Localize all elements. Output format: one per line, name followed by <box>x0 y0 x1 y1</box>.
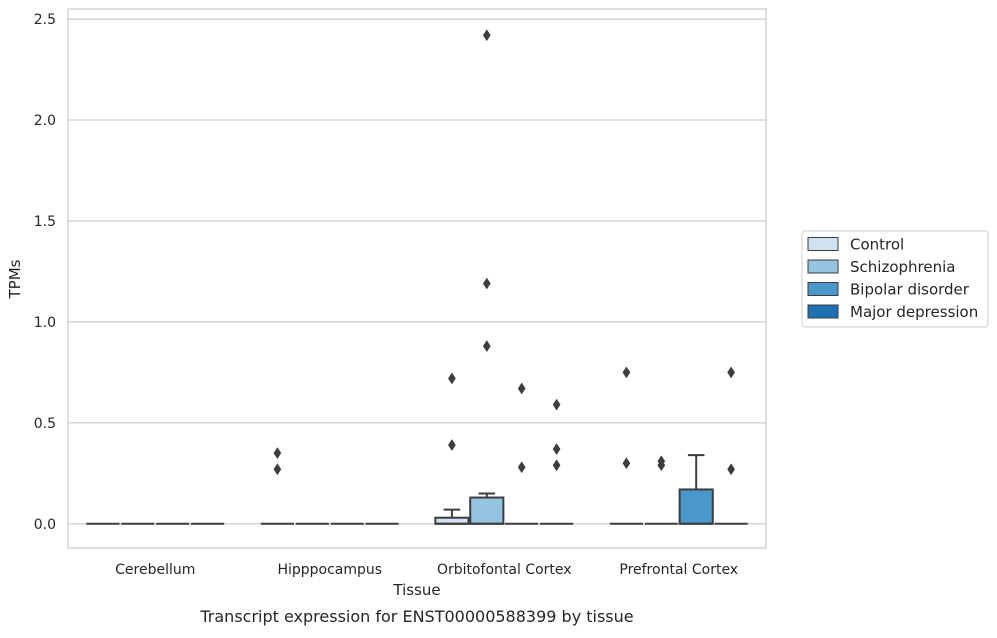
outlier-point <box>273 447 282 460</box>
x-tick-label: Prefrontal Cortex <box>619 562 738 578</box>
y-tick-label: 0.0 <box>34 517 56 533</box>
y-tick-label: 2.5 <box>34 12 56 28</box>
legend-item: Control <box>807 236 904 254</box>
outlier-point <box>482 277 491 290</box>
outlier-point <box>517 382 526 395</box>
y-tick-label: 0.5 <box>34 416 56 432</box>
legend-swatch <box>807 304 839 319</box>
legend-swatch <box>807 237 839 251</box>
plot-area-frame <box>67 8 767 549</box>
y-tick-label: 1.5 <box>34 214 56 230</box>
outlier-point <box>517 461 526 474</box>
outlier-point <box>448 439 456 452</box>
y-tick-label: 1.0 <box>34 315 56 331</box>
y-tick-label: 2.0 <box>34 113 56 129</box>
box-2-1 <box>469 29 505 525</box>
outlier-point <box>448 372 456 385</box>
grid-lines <box>68 18 766 525</box>
box-3-0 <box>609 366 643 525</box>
x-tick-label: Cerebellum <box>115 562 195 578</box>
legend-items: Control Schizophrenia Bipolar disorder Majo… <box>807 236 978 321</box>
box-3-1 <box>644 455 678 525</box>
outlier-point <box>482 29 491 42</box>
legend: Control Schizophrenia Bipolar disorder Majo… <box>801 230 989 328</box>
outlier-point <box>552 443 561 456</box>
outlier-point <box>622 366 631 379</box>
x-axis-label: Tissue <box>392 581 440 599</box>
box-2-3 <box>540 398 574 525</box>
legend-item: Major depression <box>807 303 978 321</box>
legend-label: Major depression <box>850 303 978 321</box>
outlier-point <box>727 463 735 476</box>
x-axis-ticks: Cerebellum Hipppocampus Orbitofontal Corte… <box>115 562 738 578</box>
box-3-2 <box>678 454 714 525</box>
outlier-point <box>552 398 561 411</box>
outlier-point <box>622 457 631 470</box>
outlier-point <box>273 463 282 476</box>
box-body <box>678 488 714 525</box>
box-3-3 <box>714 366 748 525</box>
chart-caption: Transcript expression for ENST0000058839… <box>199 607 633 626</box>
x-tick-label: Orbitofontal Cortex <box>437 562 572 578</box>
legend-frame <box>801 230 989 328</box>
outlier-point <box>727 366 735 379</box>
legend-item: Bipolar disorder <box>807 281 970 299</box>
box-2-2 <box>505 382 539 525</box>
legend-item: Schizophrenia <box>807 258 955 276</box>
legend-swatch <box>807 282 839 296</box>
outlier-point <box>552 459 561 472</box>
box-body <box>469 496 505 525</box>
x-tick-label: Hipppocampus <box>277 562 382 578</box>
box-2-0 <box>434 372 470 525</box>
legend-label: Control <box>850 236 904 254</box>
y-axis-label: TPMs <box>6 259 24 299</box>
legend-label: Schizophrenia <box>850 258 955 276</box>
box-series <box>86 29 748 525</box>
legend-swatch <box>807 259 839 274</box>
legend-label: Bipolar disorder <box>850 281 970 299</box>
outlier-point <box>482 340 491 353</box>
box-1-0 <box>260 447 294 525</box>
outlier-point <box>657 459 666 472</box>
y-axis-ticks: 0.0 0.5 1.0 1.5 2.0 2.5 <box>34 12 56 533</box>
